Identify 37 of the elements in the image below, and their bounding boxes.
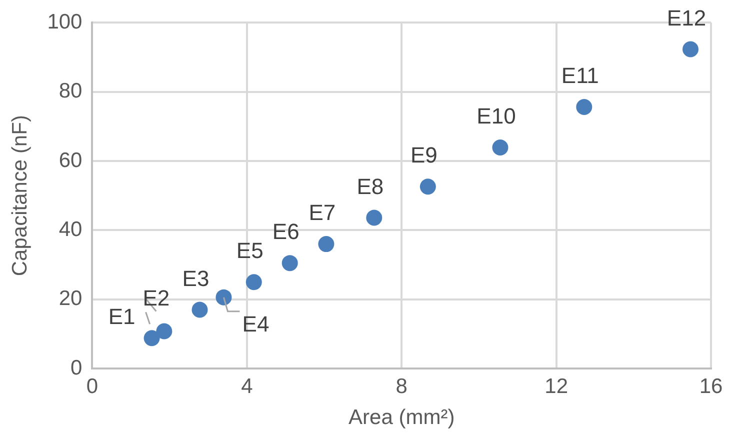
annotation: E3 (182, 266, 210, 291)
y-tick-label: 40 (58, 218, 82, 241)
point (318, 236, 334, 252)
point (192, 302, 208, 318)
point (246, 274, 262, 290)
x-tick-label: 16 (699, 374, 723, 398)
x-tick-label: 8 (396, 374, 408, 398)
annotation: E11 (561, 63, 599, 88)
point (366, 210, 382, 226)
x-tick-label: 4 (241, 374, 254, 398)
annotation: E4 (242, 311, 270, 336)
point (492, 140, 508, 156)
y-tick-label: 80 (58, 80, 82, 103)
point (576, 99, 592, 116)
point (420, 178, 436, 195)
annotation: E6 (272, 219, 300, 244)
annotation: E7 (308, 200, 336, 226)
y-tick-label: 60 (58, 148, 82, 172)
x-tick-label: 0 (86, 374, 98, 398)
x-axis-title: Area (mm²) (348, 406, 455, 430)
y-tick-label: 0 (70, 356, 82, 380)
y-tick-label: 100 (47, 10, 82, 34)
point (144, 330, 160, 346)
annotation: E12 (666, 5, 706, 30)
point (156, 323, 172, 340)
point (282, 255, 298, 272)
annotation: E9 (410, 142, 438, 168)
annotation: E10 (476, 104, 516, 129)
point (682, 41, 699, 58)
y-tick-label: 20 (58, 287, 82, 310)
annotation: E5 (236, 238, 264, 264)
y-axis-title: Capacitance (nF) (8, 115, 32, 276)
annotation: E8 (356, 174, 384, 199)
x-tick-label: 12 (544, 374, 568, 398)
annotation: E2 (142, 285, 170, 310)
annotation: E1 (108, 304, 136, 330)
point (216, 289, 232, 306)
